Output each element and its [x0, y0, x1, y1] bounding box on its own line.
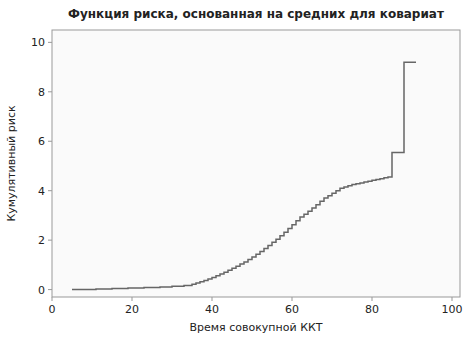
plot-marks: [72, 62, 416, 289]
x-tick: [452, 297, 453, 301]
y-tick-label: 0: [38, 284, 45, 297]
x-tick-label: 0: [49, 303, 56, 316]
plot-frame: [52, 30, 460, 297]
x-tick-label: 40: [205, 303, 219, 316]
x-tick: [292, 297, 293, 301]
x-tick-label: 20: [125, 303, 139, 316]
title: Функция риска, основанная на средних для…: [68, 7, 444, 21]
y-tick: [48, 91, 52, 92]
x-axis-label: Время совокупной ККТ: [190, 321, 323, 334]
y-tick: [48, 240, 52, 241]
y-tick: [48, 289, 52, 290]
y-tick: [48, 141, 52, 142]
y-tick-label: 2: [38, 234, 45, 247]
x-tick: [132, 297, 133, 301]
x-tick: [212, 297, 213, 301]
x-tick-label: 100: [442, 303, 463, 316]
y-tick-label: 6: [38, 135, 45, 148]
y-tick: [48, 190, 52, 191]
x-tick: [52, 297, 53, 301]
x-tick: [372, 297, 373, 301]
y-axis-label: Кумулятивный риск: [5, 105, 18, 222]
chart: 0 20 40 60 80 100 0 2 4 6 8 10 Функция риска, основа…: [0, 0, 474, 341]
step-line: [72, 62, 416, 289]
y-tick-label: 4: [38, 185, 45, 198]
y-tick: [48, 42, 52, 43]
x-tick-label: 60: [285, 303, 299, 316]
y-tick-label: 10: [31, 36, 45, 49]
y-tick-label: 8: [38, 86, 45, 99]
plot-area: [52, 30, 460, 297]
x-tick-label: 80: [365, 303, 379, 316]
